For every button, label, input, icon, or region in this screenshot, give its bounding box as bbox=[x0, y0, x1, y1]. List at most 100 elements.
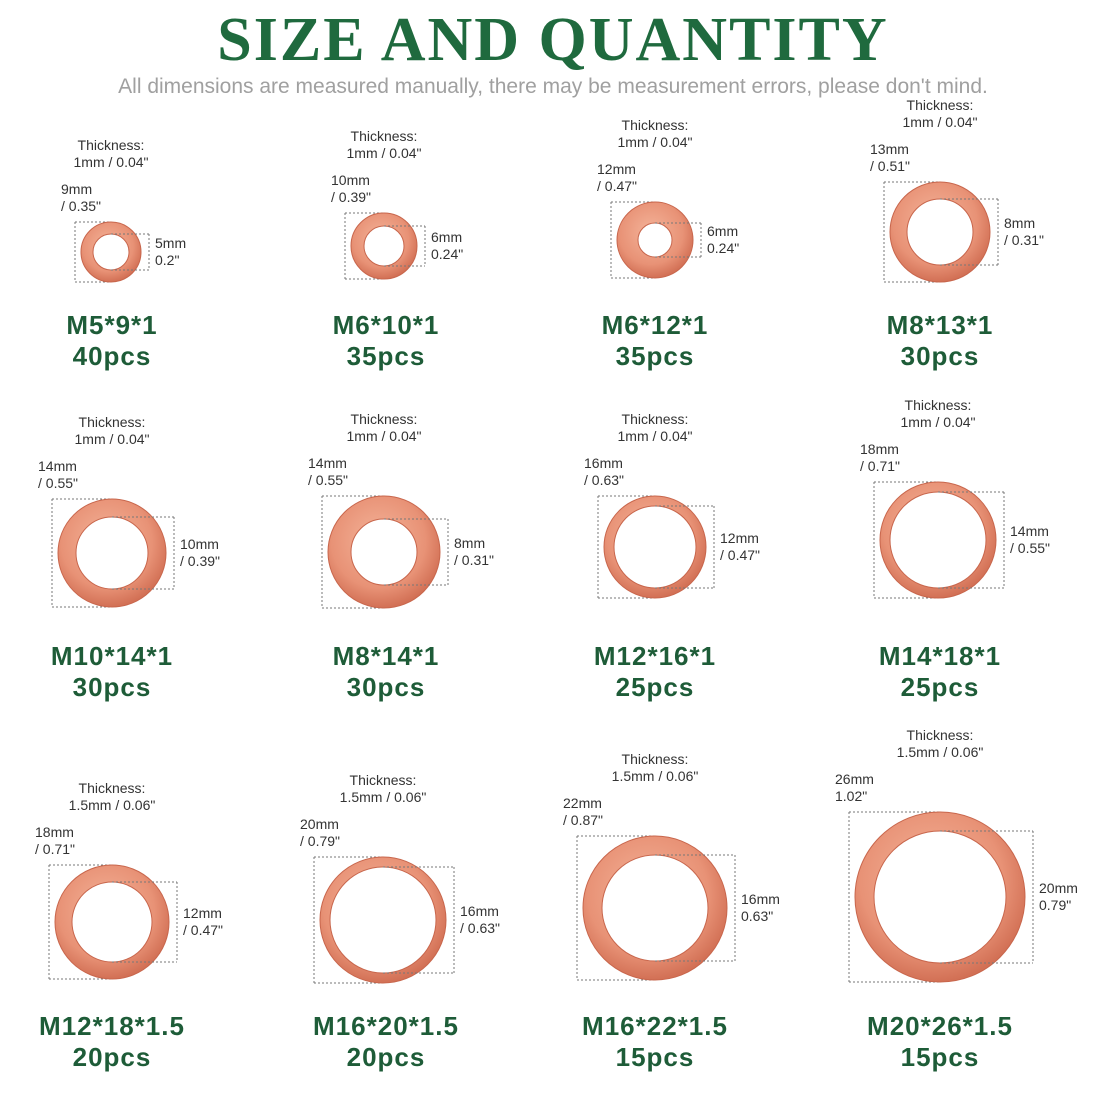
outer-mm: 22mm bbox=[563, 795, 602, 811]
outer-in: / 0.71" bbox=[35, 841, 75, 857]
thickness-label: Thickness: bbox=[78, 137, 145, 153]
inner-mm: 5mm bbox=[155, 235, 186, 251]
model: M20*26*1.5 bbox=[867, 1011, 1013, 1041]
model: M10*14*1 bbox=[51, 641, 173, 671]
outer-dim bbox=[610, 201, 655, 279]
thickness-label: Thickness: bbox=[79, 780, 146, 796]
outer-in: / 0.63" bbox=[584, 472, 624, 488]
washer bbox=[319, 856, 447, 984]
outer-in: / 0.79" bbox=[300, 833, 340, 849]
thickness-label: Thickness: bbox=[622, 411, 689, 427]
outer-dim bbox=[873, 481, 938, 599]
inner-in: / 0.39" bbox=[180, 553, 220, 569]
outer-in: / 0.39" bbox=[331, 189, 371, 205]
washer bbox=[350, 212, 418, 280]
outer-mm: 20mm bbox=[300, 816, 339, 832]
thickness-label: Thickness: bbox=[905, 397, 972, 413]
inner-in: 0.79" bbox=[1039, 897, 1071, 913]
inner-dim bbox=[383, 866, 455, 974]
outer-mm: 13mm bbox=[870, 141, 909, 157]
outer-mm: 9mm bbox=[61, 181, 92, 197]
inner-in: / 0.31" bbox=[1004, 232, 1044, 248]
thickness-label: Thickness: bbox=[622, 117, 689, 133]
outer-in: / 0.71" bbox=[860, 458, 900, 474]
inner-in: / 0.47" bbox=[720, 547, 760, 563]
quantity: 35pcs bbox=[616, 341, 695, 371]
outer-dim bbox=[48, 864, 112, 980]
quantity: 35pcs bbox=[347, 341, 426, 371]
model: M12*18*1.5 bbox=[39, 1011, 185, 1041]
inner-in: 0.2" bbox=[155, 252, 179, 268]
thickness-value: 1mm / 0.04" bbox=[74, 154, 149, 170]
model: M6*10*1 bbox=[333, 310, 440, 340]
outer-dim bbox=[597, 495, 655, 599]
quantity: 30pcs bbox=[347, 672, 426, 702]
inner-mm: 6mm bbox=[707, 223, 738, 239]
inner-mm: 14mm bbox=[1010, 523, 1049, 539]
thickness-label: Thickness: bbox=[622, 751, 689, 767]
subtitle: All dimensions are measured manually, th… bbox=[118, 75, 988, 98]
thickness-value: 1mm / 0.04" bbox=[347, 428, 422, 444]
thickness-value: 1mm / 0.04" bbox=[618, 428, 693, 444]
outer-dim bbox=[313, 856, 383, 984]
model: M16*22*1.5 bbox=[582, 1011, 728, 1041]
outer-in: / 0.55" bbox=[38, 475, 78, 491]
outer-dim bbox=[321, 495, 384, 609]
model: M12*16*1 bbox=[594, 641, 716, 671]
inner-dim bbox=[112, 881, 178, 963]
outer-dim bbox=[576, 835, 655, 981]
thickness-label: Thickness: bbox=[907, 727, 974, 743]
thickness-value: 1mm / 0.04" bbox=[347, 145, 422, 161]
inner-in: / 0.31" bbox=[454, 552, 494, 568]
thickness-value: 1.5mm / 0.06" bbox=[69, 797, 156, 813]
thickness-value: 1mm / 0.04" bbox=[75, 431, 150, 447]
model: M6*12*1 bbox=[602, 310, 709, 340]
inner-in: 0.63" bbox=[741, 908, 773, 924]
model: M14*18*1 bbox=[879, 641, 1001, 671]
inner-mm: 16mm bbox=[741, 891, 780, 907]
inner-dim bbox=[940, 198, 999, 266]
outer-in: / 0.47" bbox=[597, 178, 637, 194]
inner-dim bbox=[384, 518, 449, 586]
washer bbox=[57, 498, 167, 608]
inner-dim bbox=[655, 854, 736, 962]
outer-mm: 14mm bbox=[38, 458, 77, 474]
washer bbox=[80, 221, 142, 283]
inner-in: / 0.55" bbox=[1010, 540, 1050, 556]
washer bbox=[54, 864, 170, 980]
outer-mm: 26mm bbox=[835, 771, 874, 787]
quantity: 25pcs bbox=[901, 672, 980, 702]
outer-dim bbox=[51, 498, 112, 608]
model: M16*20*1.5 bbox=[313, 1011, 459, 1041]
thickness-value: 1.5mm / 0.06" bbox=[612, 768, 699, 784]
inner-in: 0.24" bbox=[707, 240, 739, 256]
outer-mm: 16mm bbox=[584, 455, 623, 471]
washer bbox=[616, 201, 694, 279]
inner-mm: 8mm bbox=[1004, 215, 1035, 231]
model: M8*14*1 bbox=[333, 641, 440, 671]
inner-dim bbox=[655, 505, 715, 589]
inner-mm: 8mm bbox=[454, 535, 485, 551]
outer-dim bbox=[344, 212, 384, 280]
outer-in: / 0.55" bbox=[308, 472, 348, 488]
washer bbox=[879, 481, 997, 599]
outer-mm: 14mm bbox=[308, 455, 347, 471]
items: Thickness:1mm / 0.04"9mm/ 0.35"5mm0.2"M5… bbox=[35, 97, 1078, 1072]
outer-in: / 0.51" bbox=[870, 158, 910, 174]
inner-dim bbox=[111, 233, 150, 271]
washer bbox=[582, 835, 728, 981]
outer-dim bbox=[848, 811, 940, 983]
inner-dim bbox=[938, 491, 1005, 589]
model: M5*9*1 bbox=[66, 310, 157, 340]
quantity: 20pcs bbox=[347, 1042, 426, 1072]
washer bbox=[889, 181, 991, 283]
quantity: 15pcs bbox=[901, 1042, 980, 1072]
washer bbox=[854, 811, 1026, 983]
inner-dim bbox=[112, 516, 175, 590]
thickness-label: Thickness: bbox=[350, 772, 417, 788]
washer bbox=[327, 495, 441, 609]
inner-mm: 10mm bbox=[180, 536, 219, 552]
inner-dim bbox=[384, 225, 426, 267]
outer-mm: 18mm bbox=[860, 441, 899, 457]
